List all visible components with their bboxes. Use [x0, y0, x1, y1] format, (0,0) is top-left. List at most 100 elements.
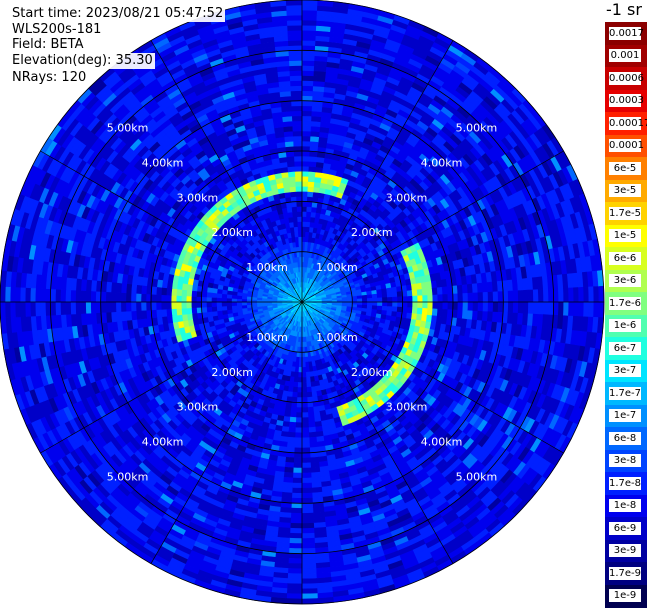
ppi-bin	[196, 291, 202, 297]
ppi-bin	[377, 302, 382, 306]
ppi-bin	[299, 247, 302, 252]
ppi-bin	[196, 302, 201, 308]
ppi-bin	[289, 176, 296, 182]
ppi-bin	[201, 302, 206, 307]
ppi-bin	[473, 302, 478, 311]
ppi-bin	[176, 289, 182, 296]
ppi-bin	[299, 237, 302, 242]
ppi-bin	[308, 407, 314, 413]
ppi-bin	[398, 302, 403, 307]
ppi-bin	[302, 398, 307, 403]
ppi-bin	[295, 171, 302, 176]
ppi-bin	[161, 309, 167, 317]
ppi-bin	[309, 437, 317, 443]
ppi-bin	[222, 306, 227, 310]
ppi-bin	[297, 387, 302, 392]
ppi-bin	[310, 382, 315, 388]
ppi-bin	[309, 161, 317, 167]
ppi-bin	[292, 392, 297, 397]
ppi-bin	[302, 166, 309, 171]
ppi-bin	[294, 141, 302, 146]
ppi-bin	[297, 403, 303, 408]
ppi-bin	[181, 289, 187, 296]
ppi-bin	[443, 302, 448, 310]
ppi-bin	[292, 202, 298, 207]
ppi-bin	[302, 362, 305, 367]
ppi-bin	[295, 232, 299, 237]
ppi-bin	[294, 453, 302, 458]
ppi-bin	[307, 196, 313, 202]
ppi-bin	[295, 176, 302, 181]
ppi-bin	[296, 418, 302, 423]
ppi-bin	[302, 428, 309, 433]
ppi-bin	[292, 116, 302, 121]
ppi-bin	[407, 290, 413, 296]
ppi-bin	[257, 302, 262, 304]
ppi-bin	[288, 427, 295, 433]
ppi-bin	[302, 126, 311, 131]
ppi-bin	[302, 232, 306, 237]
ppi-bin	[101, 292, 106, 303]
ppi-bin	[307, 207, 312, 212]
ppi-bin	[106, 302, 111, 312]
ppi-bin	[382, 298, 387, 303]
ppi-bin	[412, 308, 418, 314]
ppi-bin	[101, 302, 106, 313]
ppi-bin	[287, 161, 295, 167]
ppi-bin	[306, 382, 311, 387]
ppi-bin	[382, 289, 388, 294]
ppi-bin	[387, 302, 392, 307]
ppi-bin	[308, 186, 314, 192]
ppi-bin	[141, 294, 146, 302]
ppi-bin	[306, 372, 310, 377]
ppi-bin	[302, 493, 312, 498]
ppi-bin	[483, 292, 488, 302]
ppi-bin	[207, 307, 212, 312]
ppi-bin	[293, 131, 302, 136]
ppi-bin	[302, 201, 307, 206]
ppi-bin	[186, 302, 191, 308]
ppi-bin	[295, 438, 302, 443]
ppi-bin	[307, 392, 312, 397]
ppi-bin	[387, 297, 392, 302]
ppi-bin	[413, 296, 418, 302]
ppi-bin	[216, 302, 221, 307]
ppi-bin	[121, 302, 126, 312]
ppi-bin	[121, 293, 126, 303]
ppi-bin	[296, 191, 302, 196]
ppi-bin	[292, 483, 302, 488]
ppi-bin	[453, 302, 458, 310]
ppi-bin	[191, 308, 197, 314]
ppi-bin	[302, 473, 311, 478]
ppi-bin	[297, 211, 302, 216]
ppi-bin	[302, 468, 311, 473]
ppi-bin	[116, 292, 121, 302]
ppi-bin	[413, 302, 418, 308]
ppi-bin	[156, 287, 162, 295]
ppi-bin	[293, 136, 302, 141]
ppi-bin	[285, 141, 294, 147]
ppi-bin	[302, 503, 313, 508]
ppi-bin	[298, 367, 302, 372]
ppi-bin	[309, 156, 317, 162]
ppi-bin	[302, 131, 311, 136]
ppi-bin	[292, 106, 302, 111]
ppi-bin	[252, 302, 257, 305]
ppi-bin	[432, 288, 438, 295]
ppi-bin	[302, 463, 311, 468]
ppi-bin	[293, 121, 303, 126]
ppi-bin	[156, 309, 162, 317]
ppi-bin	[302, 171, 309, 176]
ppi-bin	[423, 302, 428, 309]
ppi-bin	[308, 417, 315, 423]
ppi-bin	[302, 96, 313, 101]
ppi-bin	[382, 302, 387, 307]
ppi-bin	[310, 457, 319, 463]
ppi-bin	[106, 292, 111, 302]
ppi-bin	[297, 206, 302, 211]
ppi-bin	[302, 403, 308, 408]
ppi-bin	[299, 242, 302, 247]
ppi-bin	[309, 171, 316, 177]
ppi-bin	[181, 302, 186, 308]
ppi-bin	[96, 291, 101, 302]
